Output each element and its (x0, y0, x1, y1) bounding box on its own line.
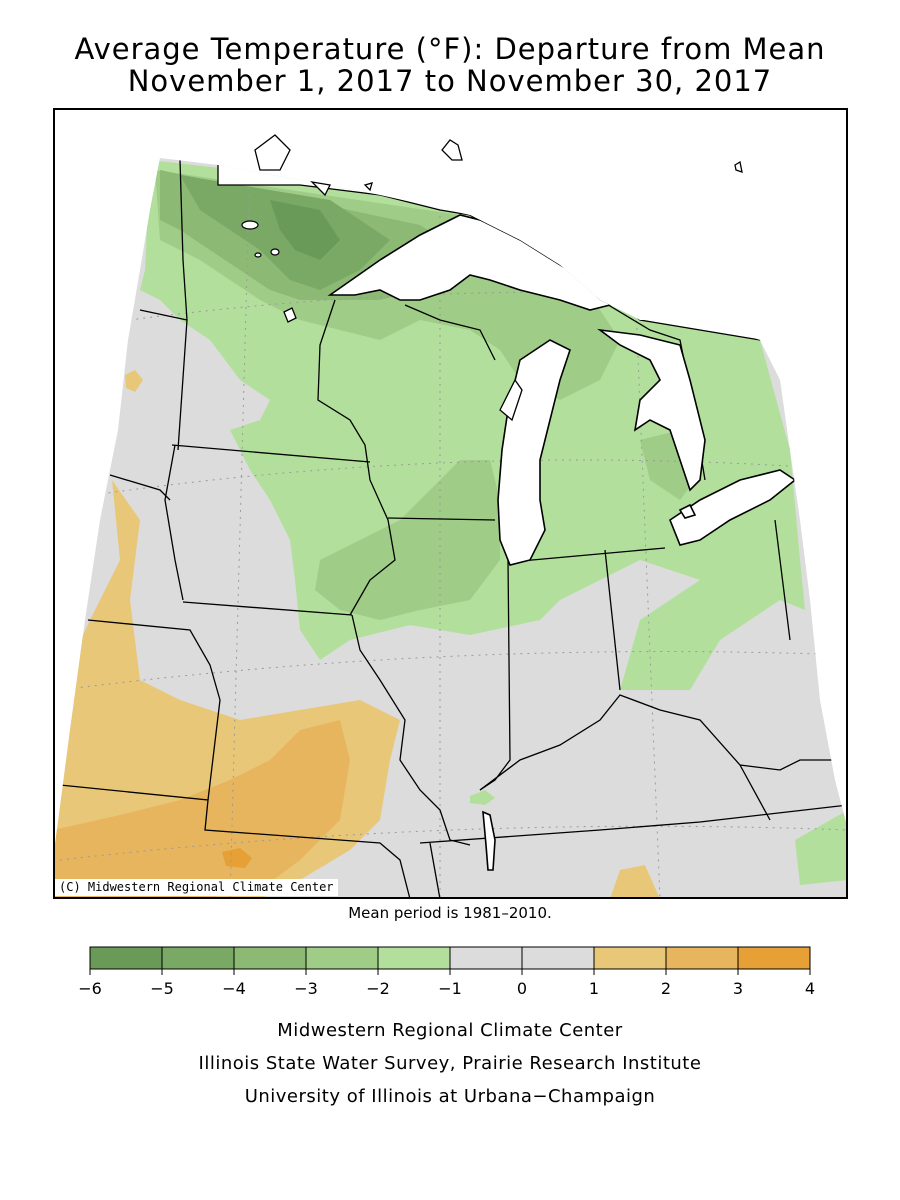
legend-tick-label: 3 (733, 979, 743, 998)
legend-bin (665, 946, 739, 970)
legend-tick-label: −1 (438, 979, 462, 998)
footer-university: University of Illinois at Urbana−Champai… (244, 1086, 656, 1107)
footer-org: Midwestern Regional Climate Center (277, 1020, 623, 1041)
zone-plus1-to-plus2-east (610, 865, 660, 899)
legend-tick-label: −6 (78, 979, 102, 998)
legend-bin (233, 946, 307, 970)
inland-lakes (241, 220, 280, 258)
zone-plus3-to-plus4 (222, 848, 252, 868)
zone-minus2-to-minus3-south (315, 460, 500, 620)
legend-bin (449, 946, 523, 970)
legend-tick-label: −4 (222, 979, 246, 998)
green-bay (499, 378, 523, 422)
legend-tick-label: 1 (589, 979, 599, 998)
legend-tick-label: −5 (150, 979, 174, 998)
legend-bin (89, 946, 163, 970)
color-legend: −6 −5 −4 −3 −2 −1 0 1 2 3 4 (78, 946, 815, 998)
zone-minus1-to-minus2-illinois (470, 790, 495, 805)
lake-st-clair (678, 503, 697, 519)
legend-tick-label: 4 (805, 979, 815, 998)
zone-plus1-to-plus2-west (125, 370, 143, 392)
map-title: Average Temperature (°F): Departure from… (74, 32, 826, 66)
lake-superior (327, 214, 612, 311)
zone-minus1-to-minus2-kentucky (795, 810, 848, 885)
legend-tick-label: 0 (517, 979, 527, 998)
legend-tick-label: −3 (294, 979, 318, 998)
copyright-credit: (C) Midwestern Regional Climate Center (55, 879, 338, 896)
legend-bin (377, 946, 451, 970)
mille-lacs (283, 307, 297, 323)
lake-erie (669, 469, 797, 546)
temperature-departure-map (53, 134, 848, 899)
lake-huron (597, 328, 706, 492)
zone-minus5-to-minus6 (270, 200, 340, 260)
legend-bin (161, 946, 235, 970)
legend-bin (305, 946, 379, 970)
legend-bin (737, 946, 811, 970)
kentucky-lake (482, 810, 496, 871)
legend-tick-label: −2 (366, 979, 390, 998)
islands (254, 134, 743, 197)
legend-tick-label: 2 (661, 979, 671, 998)
footer-survey: Illinois State Water Survey, Prairie Res… (198, 1053, 702, 1074)
map-subtitle: November 1, 2017 to November 30, 2017 (127, 64, 773, 98)
zone-plus2-to-plus3 (53, 720, 350, 899)
mean-period-note: Mean period is 1981–2010. (348, 904, 552, 922)
legend-bin (521, 946, 595, 970)
graticule (59, 159, 848, 899)
legend-bin (593, 946, 667, 970)
